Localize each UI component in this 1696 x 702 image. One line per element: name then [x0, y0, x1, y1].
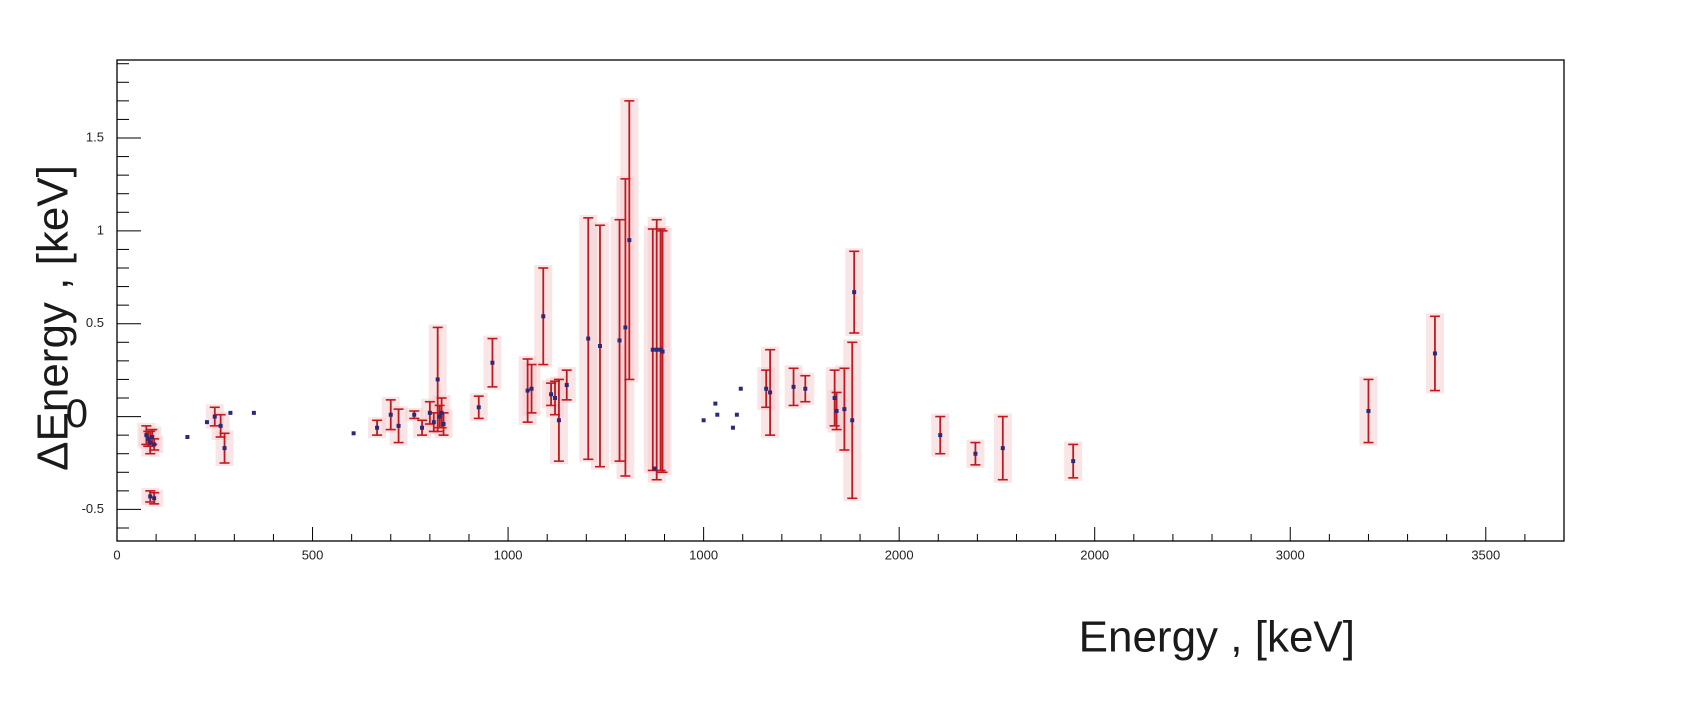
data-point	[148, 440, 153, 445]
data-point	[832, 396, 837, 400]
data-point	[650, 347, 655, 352]
data-point	[617, 338, 622, 343]
data-point	[212, 414, 217, 419]
data-point	[597, 344, 602, 348]
x-tick-label: 2000	[1080, 547, 1109, 562]
data-point	[1000, 446, 1005, 451]
x-tick-label: 3000	[1276, 547, 1305, 562]
x-tick-label: 0	[113, 547, 120, 562]
data-point	[734, 412, 739, 417]
data-point	[351, 431, 356, 436]
data-point	[441, 422, 446, 426]
data-points	[144, 238, 1437, 501]
data-point	[228, 410, 233, 415]
data-point	[852, 290, 857, 295]
data-point	[150, 435, 155, 439]
data-point	[834, 409, 839, 413]
data-point	[431, 420, 436, 425]
y-tick-label: -0.5	[82, 501, 104, 516]
x-axis-tick-labels: 0 500 1000 1000 2000 2000 3000 3500	[113, 547, 1500, 562]
data-point	[222, 446, 227, 451]
data-point	[439, 410, 444, 415]
error-bars	[141, 100, 1440, 505]
x-tick-label: 500	[302, 547, 324, 562]
data-point	[973, 451, 978, 456]
data-point	[435, 377, 440, 382]
data-point	[715, 412, 720, 417]
data-point	[850, 418, 855, 423]
data-point	[549, 392, 554, 397]
data-point	[185, 435, 190, 439]
data-point	[586, 336, 591, 341]
data-point	[152, 442, 157, 447]
data-point	[388, 412, 393, 417]
x-tick-label: 2000	[885, 547, 914, 562]
data-point	[1432, 351, 1437, 356]
data-point	[654, 347, 659, 352]
data-point	[251, 410, 256, 415]
data-point	[803, 386, 808, 391]
y-axis-tick-labels: -0.5 0 0.5 1 1.5	[66, 129, 104, 515]
y-tick-label: 0.5	[86, 315, 104, 330]
data-point	[764, 386, 769, 391]
y-axis-ticks	[117, 63, 141, 529]
data-point	[553, 396, 558, 400]
data-point	[660, 349, 665, 354]
data-point	[701, 418, 706, 423]
data-point	[420, 425, 425, 430]
data-point	[627, 238, 632, 243]
x-tick-label: 3500	[1471, 547, 1500, 562]
data-point	[791, 384, 796, 389]
data-point	[1366, 409, 1371, 413]
data-point	[529, 386, 534, 391]
data-point	[564, 383, 569, 387]
data-point	[1071, 459, 1076, 464]
data-point	[713, 401, 718, 406]
data-point	[541, 314, 546, 319]
x-axis-title: Energy , [keV]	[1079, 613, 1355, 662]
y-axis-title: ΔEnergy , [keV]	[29, 165, 78, 471]
data-point	[144, 433, 149, 438]
data-point	[427, 410, 432, 415]
data-point	[152, 496, 157, 501]
x-tick-label: 1000	[689, 547, 718, 562]
data-point	[525, 388, 530, 393]
y-tick-label: 1.5	[86, 129, 104, 144]
data-point	[768, 390, 773, 395]
data-point	[148, 494, 153, 499]
data-point	[204, 420, 209, 425]
y-tick-label: 0	[66, 392, 88, 436]
x-tick-label: 1000	[494, 547, 523, 562]
data-point	[476, 405, 481, 410]
data-point	[938, 433, 943, 438]
data-point	[623, 325, 628, 330]
data-point	[652, 466, 657, 471]
data-point	[437, 414, 442, 419]
data-point	[730, 425, 735, 430]
data-point	[146, 436, 151, 441]
data-point	[218, 423, 223, 428]
data-point	[412, 412, 417, 417]
error-halos	[137, 97, 1444, 507]
data-point	[490, 360, 495, 365]
x-axis-ticks	[116, 527, 1565, 541]
data-point	[396, 423, 401, 428]
data-point	[842, 407, 847, 412]
y-tick-label: 1	[97, 222, 104, 237]
data-point	[375, 425, 380, 430]
data-point	[556, 418, 561, 423]
data-point	[738, 386, 743, 391]
plot-frame	[116, 59, 1565, 542]
